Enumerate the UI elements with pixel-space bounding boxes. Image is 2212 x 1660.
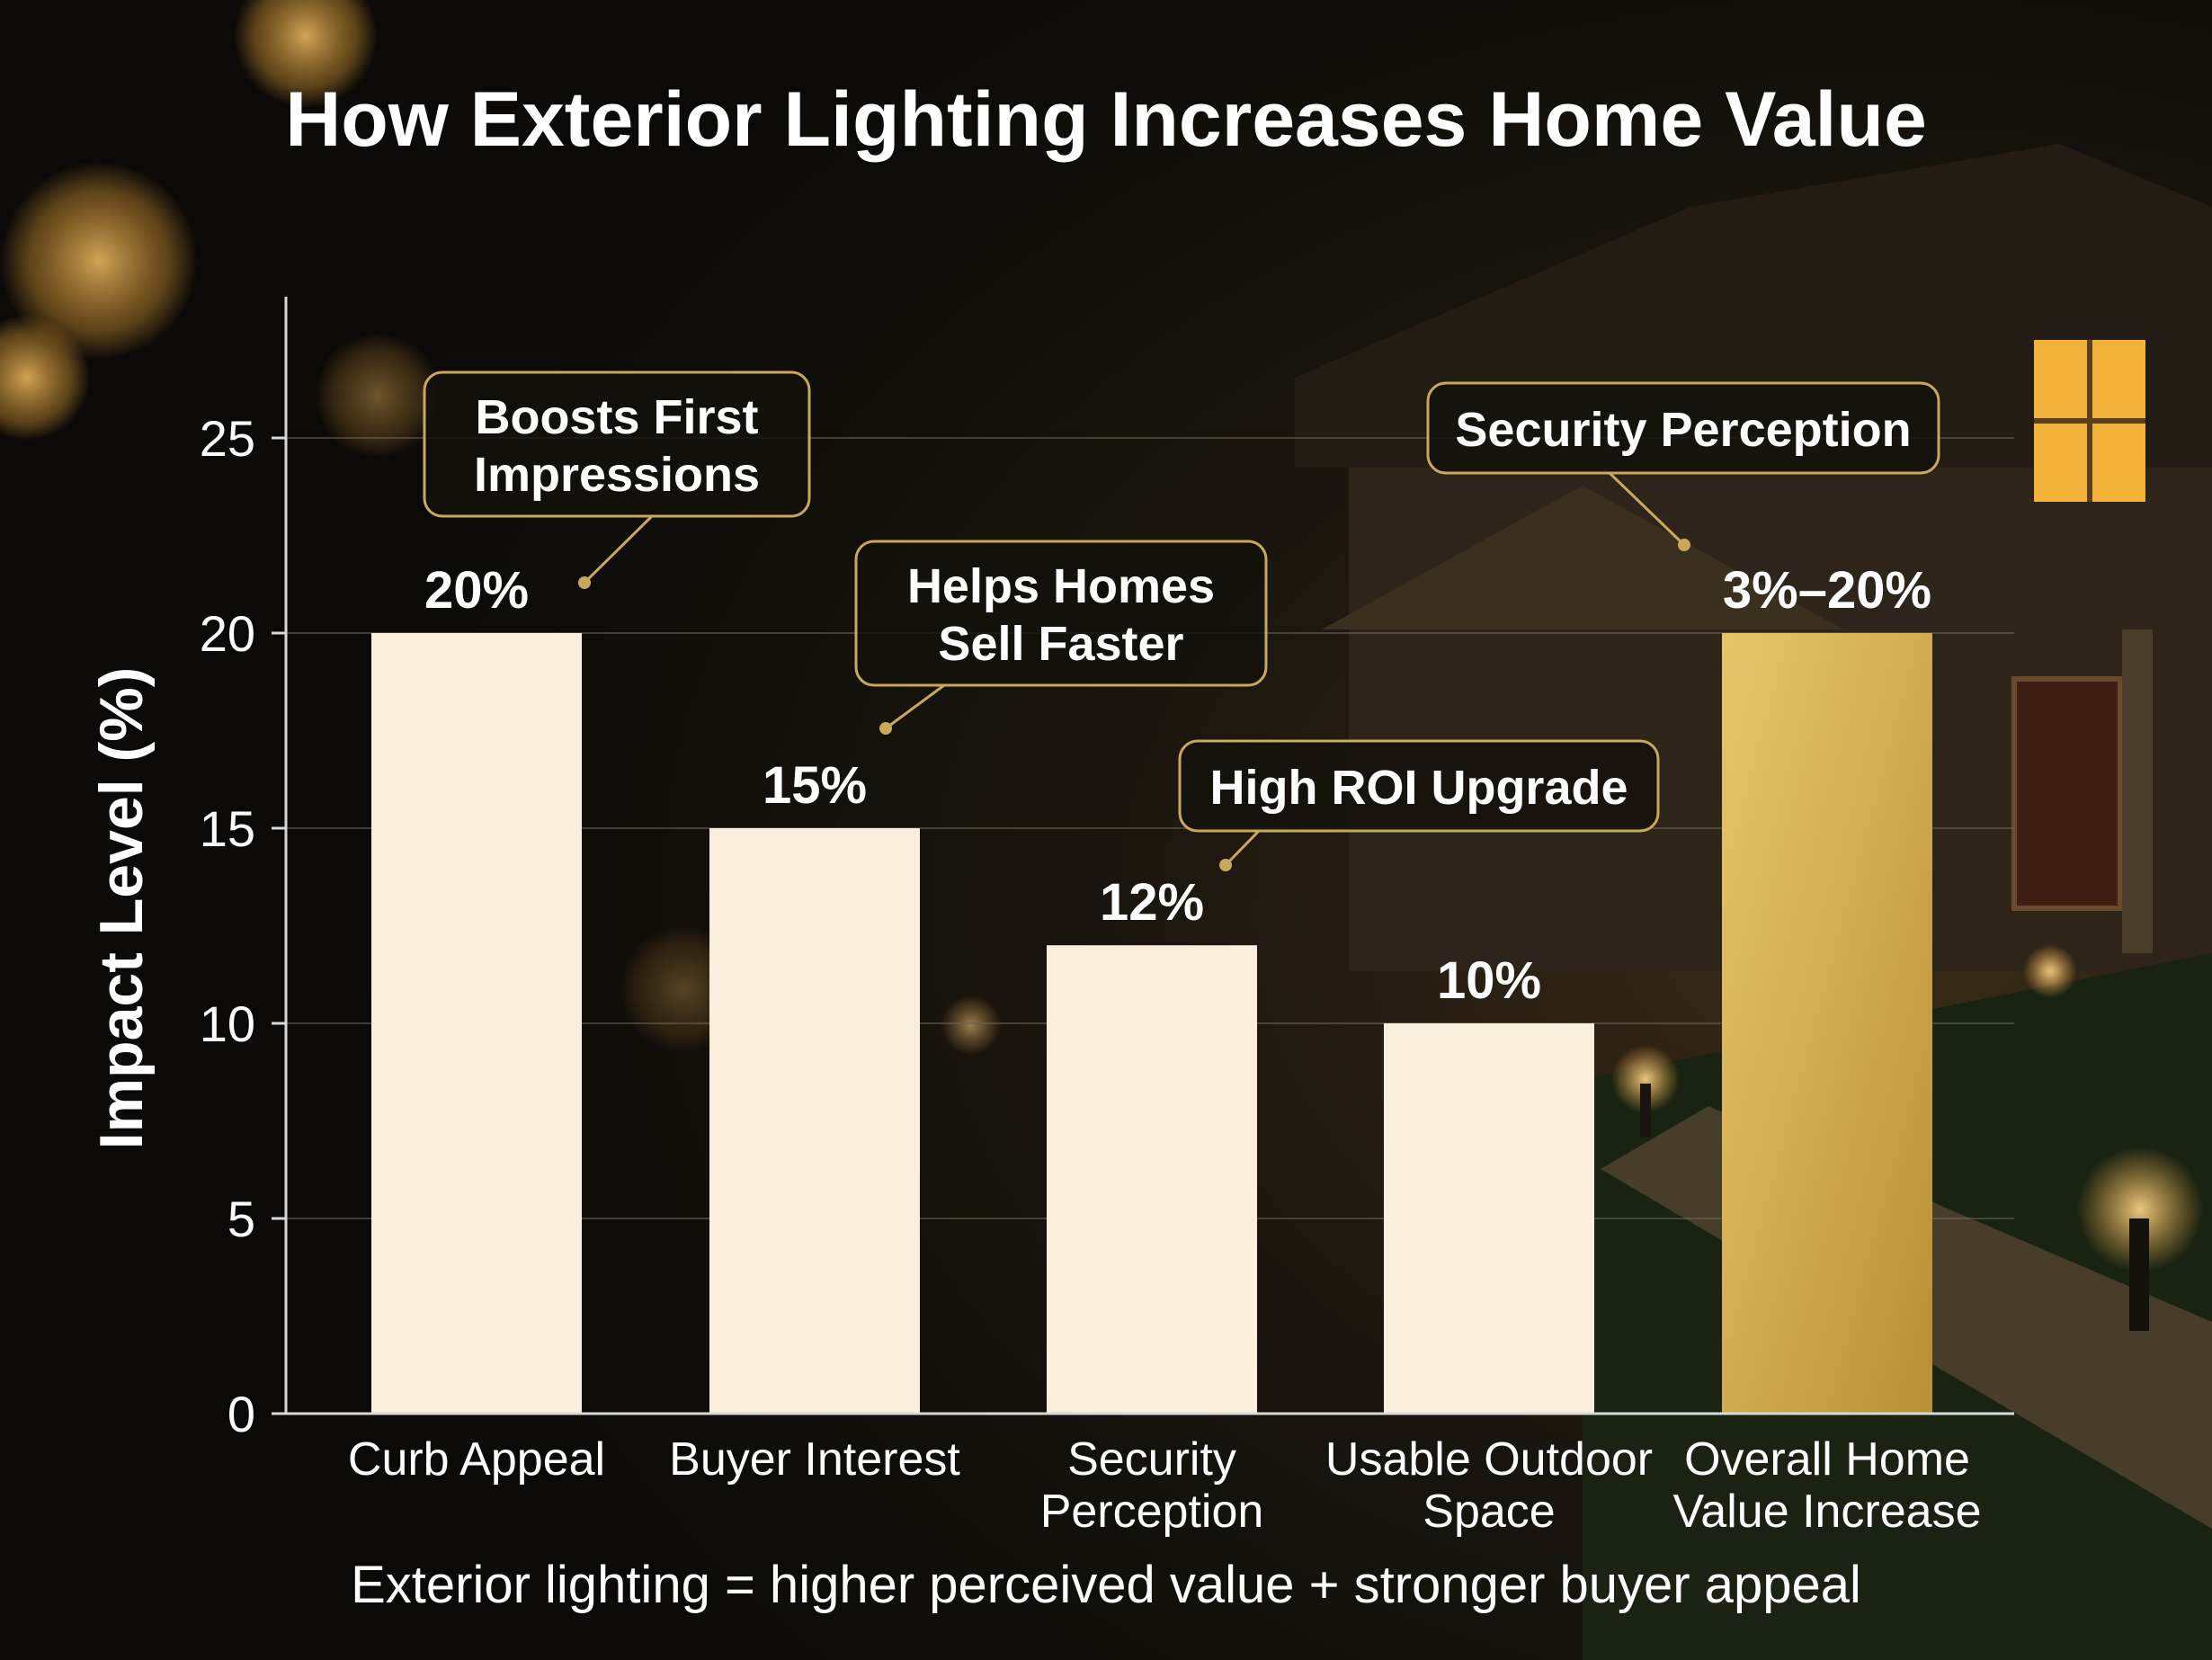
y-tick-label: 15 [200, 800, 255, 857]
bokeh-light-icon [0, 162, 198, 360]
bar-value-label: 15% [763, 756, 867, 815]
callout-text: Helps Homes [907, 559, 1215, 613]
y-tick-label: 20 [200, 605, 255, 662]
y-tick-label: 5 [227, 1191, 255, 1247]
callout-text: Sell Faster [938, 617, 1183, 671]
chart-title: How Exterior Lighting Increases Home Val… [285, 76, 1927, 163]
bokeh-light-icon [234, 0, 378, 108]
bar-value-label: 12% [1100, 873, 1204, 932]
callout-box [854, 540, 1268, 687]
callout-dot [879, 722, 892, 735]
bar [1047, 945, 1257, 1414]
bar-value-label: 3%–20% [1723, 561, 1931, 620]
path-light-post [1640, 1084, 1651, 1138]
callout-text: Impressions [474, 448, 760, 502]
front-door [2011, 676, 2123, 911]
labels-layer: 20% Curb Appeal 15% Buyer Interest 12% Securi… [348, 561, 1982, 1538]
bar [709, 828, 920, 1414]
bokeh-light-icon [0, 315, 90, 441]
callout-text: Security Perception [1455, 403, 1911, 457]
x-tick-label: Security [1067, 1433, 1236, 1486]
callout-dot [578, 576, 591, 589]
chart-footer: Exterior lighting = higher perceived val… [351, 1556, 1861, 1614]
bar-value-label: 20% [424, 561, 529, 620]
bar [371, 633, 582, 1414]
x-tick-label: Usable Outdoor [1325, 1433, 1653, 1486]
x-tick-label: Buyer Interest [669, 1433, 960, 1486]
porch-column [2122, 629, 2153, 953]
bar [1722, 633, 1932, 1414]
x-tick-label: Space [1423, 1486, 1555, 1538]
callout-pointer [885, 683, 945, 730]
x-tick-label: Curb Appeal [348, 1433, 605, 1486]
path-light-glow [941, 995, 1002, 1056]
callout-pointer [1224, 829, 1261, 867]
y-tick-label: 10 [200, 995, 255, 1052]
bars-layer [371, 633, 1932, 1414]
bar [1384, 1023, 1594, 1414]
callout-dot [1678, 539, 1690, 551]
callout-box [1178, 739, 1660, 833]
porch-roof [1322, 486, 1843, 629]
path-light-glow [2023, 944, 2077, 998]
path-light-post [2129, 1218, 2149, 1331]
callout-pointer [583, 514, 654, 585]
x-tick-label: Overall Home [1684, 1433, 1970, 1486]
bar-value-label: 10% [1437, 951, 1541, 1010]
callout-text: Boosts First [475, 390, 758, 444]
callout-text: High ROI Upgrade [1209, 761, 1628, 815]
x-tick-label: Value Increase [1672, 1486, 1981, 1538]
callout-box [1426, 381, 1940, 475]
callout-dot [1219, 859, 1232, 871]
bokeh-light-icon [315, 333, 441, 459]
path-light-glow [1611, 1045, 1680, 1113]
axes-layer: 0 5 10 15 20 25 [200, 297, 2014, 1442]
y-tick-label: 25 [200, 410, 255, 467]
y-tick-label: 0 [227, 1386, 255, 1442]
x-tick-label: Perception [1040, 1486, 1264, 1538]
callout-box [423, 370, 811, 518]
callout-pointer [1608, 471, 1686, 547]
y-axis-label: Impact Level (%) [87, 667, 156, 1150]
path-light-glow [2077, 1147, 2203, 1272]
